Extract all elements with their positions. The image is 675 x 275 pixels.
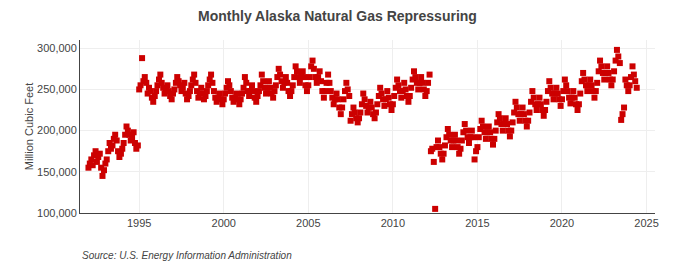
svg-text:100,000: 100,000 <box>37 207 77 219</box>
svg-text:2005: 2005 <box>296 217 320 229</box>
svg-text:2000: 2000 <box>212 217 236 229</box>
svg-text:Source: U.S. Energy Informatio: Source: U.S. Energy Information Administ… <box>82 250 292 261</box>
svg-text:150,000: 150,000 <box>37 166 77 178</box>
svg-text:250,000: 250,000 <box>37 83 77 95</box>
svg-text:2015: 2015 <box>465 217 489 229</box>
svg-text:2025: 2025 <box>634 217 658 229</box>
svg-text:2020: 2020 <box>550 217 574 229</box>
svg-text:Monthly Alaska Natural Gas Rep: Monthly Alaska Natural Gas Repressuring <box>198 8 477 24</box>
svg-text:2010: 2010 <box>381 217 405 229</box>
svg-text:300,000: 300,000 <box>37 42 77 54</box>
svg-text:200,000: 200,000 <box>37 124 77 136</box>
svg-text:Million Cubic Feet: Million Cubic Feet <box>23 83 35 170</box>
svg-text:1995: 1995 <box>127 217 151 229</box>
